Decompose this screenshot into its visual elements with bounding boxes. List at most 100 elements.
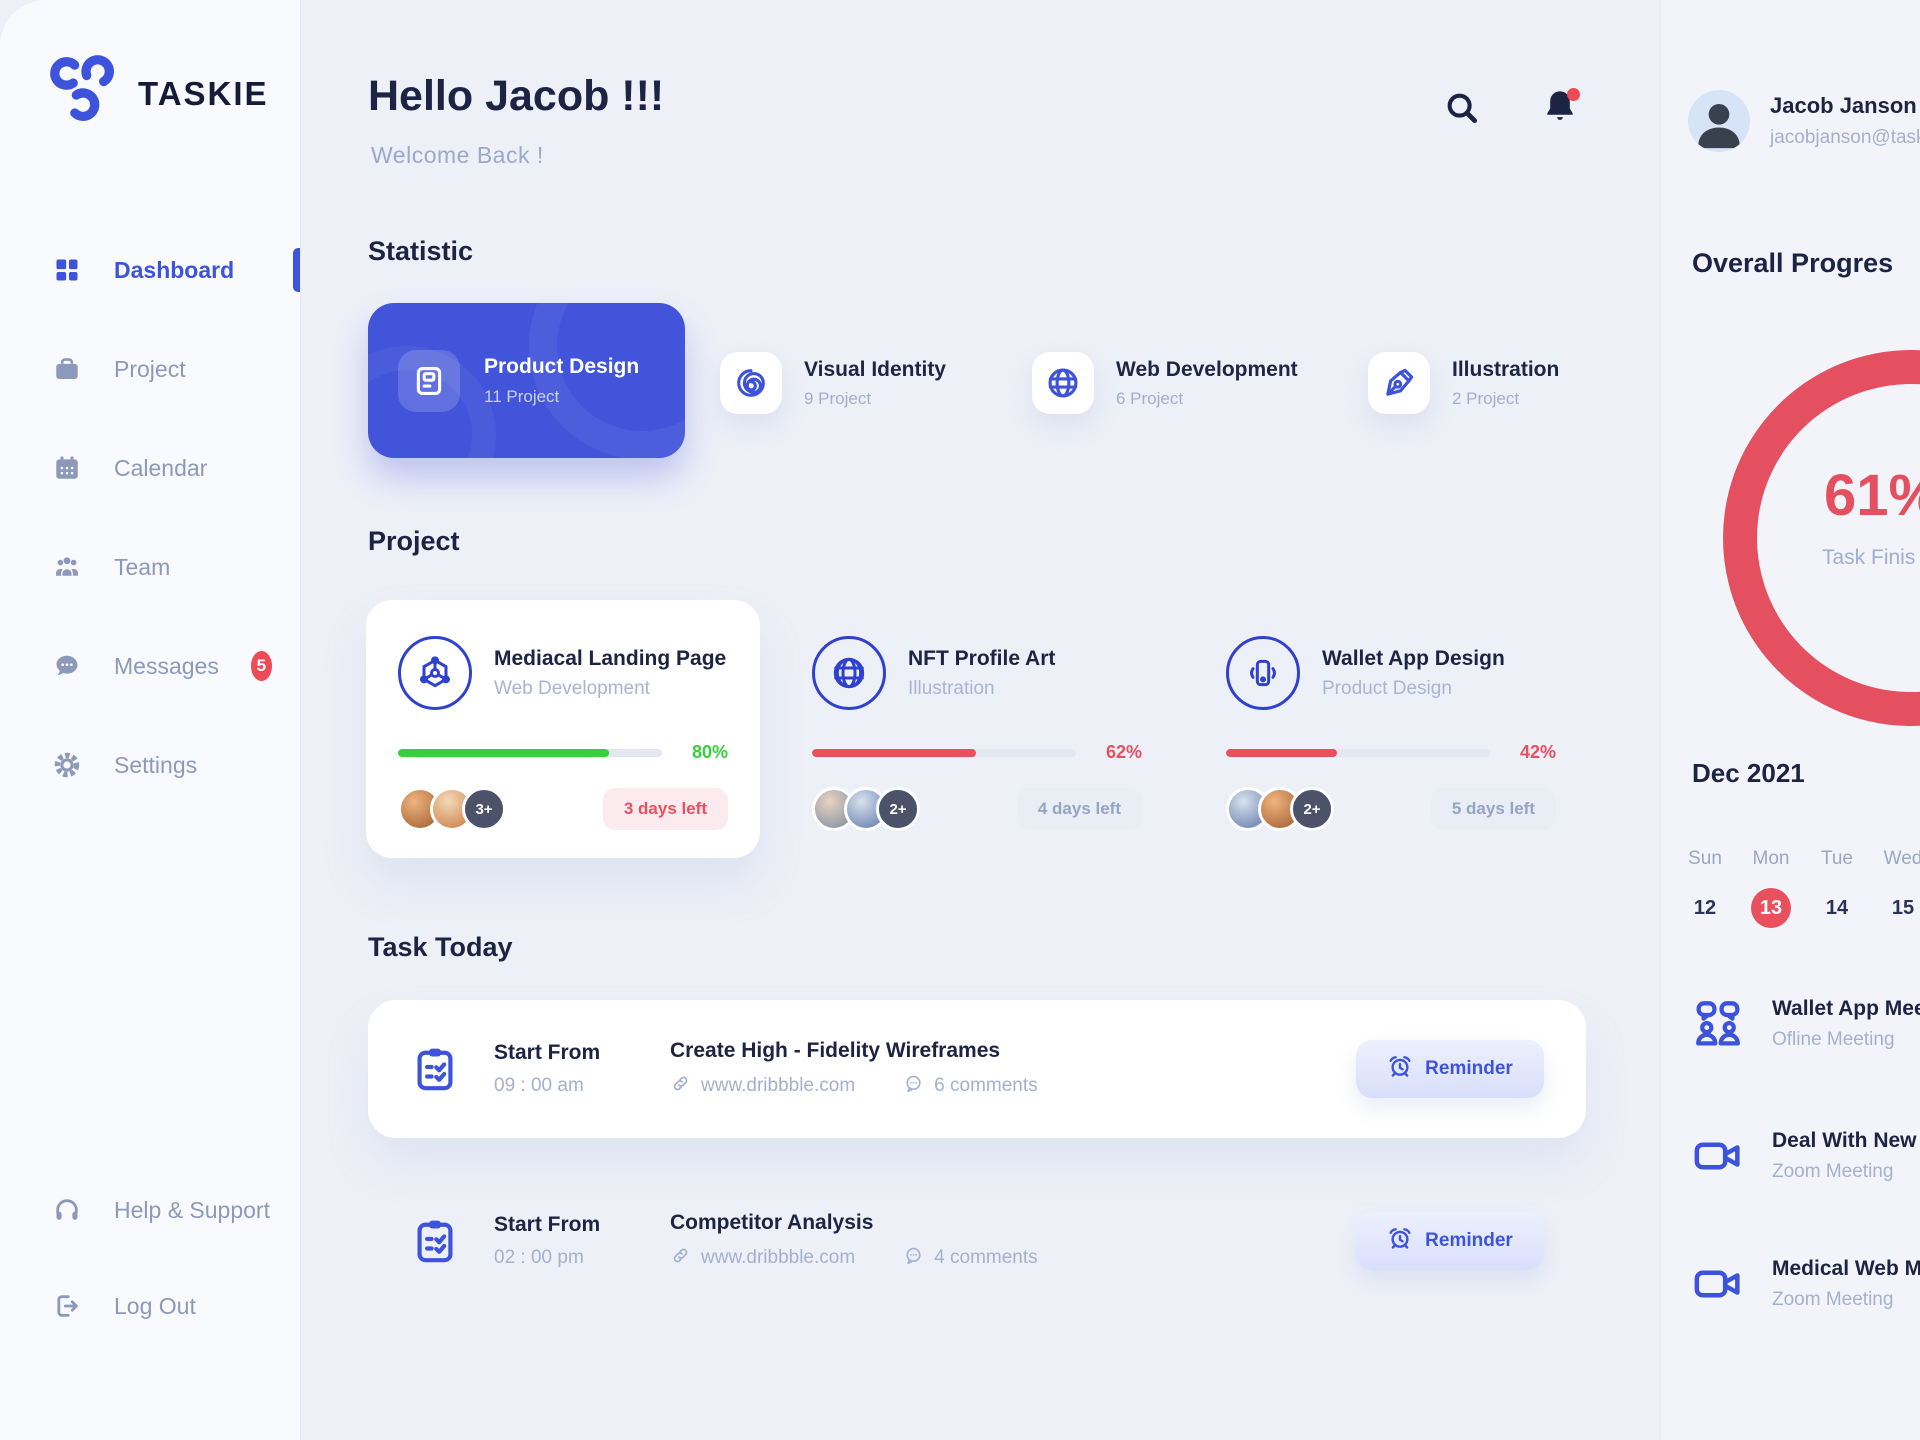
sidebar-item-logout[interactable]: Log Out [0, 1278, 300, 1334]
meeting-title: Medical Web M [1772, 1257, 1920, 1280]
headset-icon [52, 1195, 82, 1225]
stat-card-texts: Visual Identity 9 Project [804, 358, 946, 409]
messages-badge: 5 [250, 651, 272, 681]
task-start-label: Start From [494, 1041, 601, 1064]
sidebar-item-label: Project [114, 355, 186, 382]
task-comments[interactable]: 4 comments [934, 1247, 1038, 1268]
meeting-item[interactable]: Deal With New Zoom Meeting [1690, 1128, 1920, 1184]
project-head: Mediacal Landing Page Web Development [398, 636, 728, 710]
hex-network-icon [398, 636, 472, 710]
gear-icon [52, 750, 82, 780]
calendar-day: Sun [1688, 848, 1722, 869]
sidebar-item-team[interactable]: Team [0, 539, 300, 595]
logout-icon [52, 1291, 82, 1321]
stat-card-product-design[interactable]: Product Design 11 Project [368, 303, 685, 458]
sidebar-item-label: Calendar [114, 454, 208, 481]
days-left-badge: 4 days left [1016, 788, 1142, 830]
meeting-texts: Deal With New Zoom Meeting [1772, 1129, 1917, 1183]
days-left-badge: 3 days left [602, 788, 728, 830]
sidebar-item-dashboard[interactable]: Dashboard [0, 242, 300, 298]
calendar-date[interactable]: 15 [1891, 897, 1915, 919]
bell-icon [1541, 87, 1579, 130]
statistic-section-title: Statistic [368, 236, 474, 266]
task-section-title: Task Today [368, 932, 513, 962]
task-info: Create High - Fidelity Wireframes www.dr… [670, 1039, 1038, 1100]
stat-card-web-development[interactable]: Web Development 6 Project [1032, 352, 1298, 414]
notifications-button[interactable] [1538, 86, 1582, 130]
link-icon [670, 1073, 691, 1100]
project-texts: NFT Profile Art Illustration [908, 647, 1055, 700]
sidebar-item-calendar[interactable]: Calendar [0, 440, 300, 496]
avatar-more: 2+ [1290, 787, 1334, 831]
meeting-texts: Wallet App Mee Ofline Meeting [1772, 997, 1920, 1051]
calendar-icon [52, 453, 82, 483]
video-camera-icon [1690, 1256, 1746, 1312]
project-progress: 42% [1226, 742, 1556, 763]
project-name: Wallet App Design [1322, 646, 1505, 670]
project-texts: Wallet App Design Product Design [1322, 647, 1505, 700]
stat-card-title: Visual Identity [804, 357, 946, 381]
sidebar-item-settings[interactable]: Settings [0, 737, 300, 793]
taskie-logo-icon [46, 52, 124, 135]
calendar-date[interactable]: 12 [1693, 897, 1717, 919]
user-profile[interactable]: Jacob Janson jacobjanson@task [1688, 90, 1920, 152]
reminder-label: Reminder [1425, 1058, 1513, 1079]
meeting-item[interactable]: Medical Web M Zoom Meeting [1690, 1256, 1920, 1312]
welcome-subtitle: Welcome Back ! [371, 142, 544, 168]
task-row[interactable]: Start From 09 : 00 am Create High - Fide… [368, 1000, 1586, 1138]
meeting-item[interactable]: Wallet App Mee Ofline Meeting [1690, 996, 1920, 1052]
sidebar-item-label: Settings [114, 751, 198, 778]
stat-card-illustration[interactable]: Illustration 2 Project [1368, 352, 1559, 414]
overall-progress-ring [1723, 350, 1920, 726]
task-row[interactable]: Start From 02 : 00 pm Competitor Analysi… [368, 1172, 1586, 1310]
calendar-date-selected[interactable]: 13 [1751, 888, 1791, 928]
project-progress: 80% [398, 742, 728, 763]
task-start: Start From 09 : 00 am [494, 1041, 670, 1097]
clipboard-task-icon [410, 1216, 460, 1266]
team-avatars: 3+ [398, 787, 506, 831]
brand-logo[interactable]: TASKIE [46, 52, 269, 135]
sidebar-footer: Help & Support Log Out [0, 1182, 300, 1374]
sidebar-item-help-support[interactable]: Help & Support [0, 1182, 300, 1238]
meeting-type: Zoom Meeting [1772, 1289, 1894, 1310]
globe-grid-icon [812, 636, 886, 710]
brand-name: TASKIE [138, 74, 269, 112]
project-category: Product Design [1322, 677, 1452, 699]
reminder-button[interactable]: Reminder [1356, 1212, 1544, 1270]
sidebar-item-label: Log Out [114, 1292, 196, 1319]
globe-icon [1032, 352, 1094, 414]
project-card[interactable]: NFT Profile Art Illustration 62% 2+ 4 da… [780, 600, 1174, 858]
sidebar-item-project[interactable]: Project [0, 341, 300, 397]
project-card[interactable]: Wallet App Design Product Design 42% 2+ … [1194, 600, 1588, 858]
stat-card-count: 6 Project [1116, 388, 1184, 408]
overall-progress-caption: Task Finis [1822, 546, 1916, 569]
task-link[interactable]: www.dribbble.com [701, 1075, 856, 1096]
progress-track [398, 748, 662, 757]
avatar-more: 2+ [876, 787, 920, 831]
reminder-label: Reminder [1425, 1230, 1513, 1251]
stat-card-texts: Product Design 11 Project [484, 355, 639, 407]
progress-fill [398, 748, 610, 757]
task-meta: www.dribbble.com 6 comments [670, 1073, 1038, 1100]
progress-percent: 80% [691, 742, 728, 762]
task-comments[interactable]: 6 comments [934, 1075, 1038, 1096]
project-card[interactable]: Mediacal Landing Page Web Development 80… [366, 600, 760, 858]
search-button[interactable] [1440, 88, 1484, 132]
project-name: NFT Profile Art [908, 646, 1056, 670]
reminder-button[interactable]: Reminder [1356, 1040, 1544, 1098]
swirl-icon [720, 352, 782, 414]
sidebar-nav: Dashboard Project [0, 242, 300, 836]
stat-card-visual-identity[interactable]: Visual Identity 9 Project [720, 352, 946, 414]
alarm-icon [1387, 1225, 1413, 1257]
calendar-day: Mon [1752, 848, 1790, 869]
project-progress: 62% [812, 742, 1142, 763]
task-link[interactable]: www.dribbble.com [701, 1247, 856, 1268]
project-footer: 2+ 5 days left [1226, 787, 1556, 831]
sidebar-item-messages[interactable]: Messages 5 [0, 638, 300, 694]
task-name: Create High - Fidelity Wireframes [670, 1038, 1001, 1062]
link-icon [670, 1245, 691, 1272]
calendar-date-row: 12 13 14 15 [1672, 888, 1920, 928]
sidebar-item-label: Team [114, 553, 171, 580]
team-avatars: 2+ [812, 787, 920, 831]
calendar-date[interactable]: 14 [1825, 897, 1849, 919]
